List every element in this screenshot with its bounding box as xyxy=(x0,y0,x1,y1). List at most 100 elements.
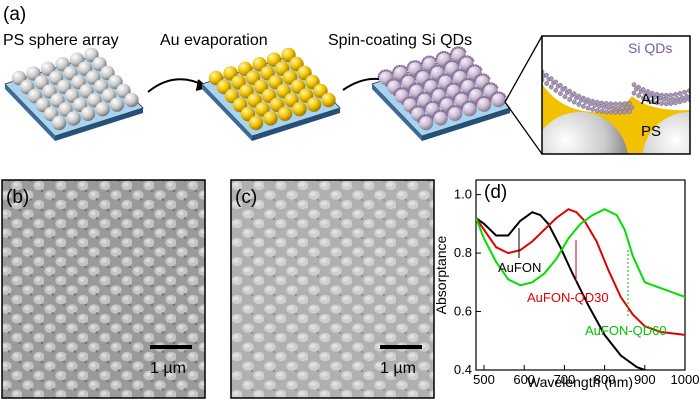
qd-dot xyxy=(430,66,434,70)
qd-dot xyxy=(610,105,616,111)
qd-dot xyxy=(457,105,460,109)
qd-dot xyxy=(391,71,395,74)
qd-dot xyxy=(592,102,598,108)
qd-dot xyxy=(480,68,483,71)
qd-dot xyxy=(590,107,595,112)
qd-dot xyxy=(461,56,465,59)
qd-dot xyxy=(558,91,563,96)
qd-dot xyxy=(460,47,464,50)
qd-dot xyxy=(431,91,434,94)
absorptance-chart: 500 600 700 800 900 1000 0.4 0.6 0.8 1.0 (d) Wave… xyxy=(433,179,699,390)
sem-image-c: (c) 1 µm xyxy=(230,179,435,399)
qd-dot xyxy=(392,68,395,72)
panel-a-label: (a) xyxy=(3,4,26,25)
qd-dot xyxy=(378,73,381,76)
qd-dot xyxy=(661,96,667,102)
qd-dot xyxy=(401,75,405,79)
qd-dot xyxy=(682,98,687,103)
sphere xyxy=(80,106,96,122)
sphere xyxy=(124,92,139,108)
qd-dot xyxy=(627,109,632,115)
qd-dot xyxy=(455,83,459,86)
qd-dot xyxy=(462,102,466,106)
qd-dot xyxy=(447,60,450,63)
qd-dot xyxy=(581,95,586,101)
qd-dot xyxy=(481,88,485,92)
qd-dot xyxy=(444,96,447,99)
qd-dot xyxy=(457,61,461,64)
sphere xyxy=(476,97,492,112)
qd-dot xyxy=(459,91,462,94)
qd-dot xyxy=(410,60,413,64)
qd-dot xyxy=(472,59,475,62)
qd-dot xyxy=(682,89,687,95)
qd-dot xyxy=(449,96,452,100)
qd-dot xyxy=(444,63,447,67)
qd-dot xyxy=(436,87,439,90)
qd-dot xyxy=(421,59,424,62)
qd-dot xyxy=(599,100,605,106)
qd-dot xyxy=(446,84,450,88)
sphere xyxy=(418,115,434,131)
qd-dot xyxy=(469,100,472,103)
qd-dot xyxy=(394,78,397,81)
qd-dot xyxy=(419,116,422,119)
qd-dot xyxy=(445,62,448,65)
qd-dot xyxy=(447,109,450,112)
substrate-edge xyxy=(5,84,55,141)
qd-dot xyxy=(585,105,591,111)
qd-dot xyxy=(441,87,444,91)
qd-dot xyxy=(622,109,628,115)
qd-dot xyxy=(394,91,397,94)
qd-dot xyxy=(562,94,568,100)
qd-dot xyxy=(475,75,479,78)
qd-dot xyxy=(473,79,477,83)
qd-dot xyxy=(423,82,426,85)
qd-dot xyxy=(666,97,671,102)
qd-dot xyxy=(421,115,424,118)
qd-dot xyxy=(440,98,443,101)
qd-dot xyxy=(581,104,586,109)
qd-dot xyxy=(461,104,464,107)
qd-dot xyxy=(677,91,683,96)
qd-dot xyxy=(608,109,614,115)
qd-dot xyxy=(471,87,474,91)
qd-dot xyxy=(418,69,421,73)
qd-dot xyxy=(381,70,384,73)
inset-label-au: Au xyxy=(641,91,659,108)
process-arrow-1 xyxy=(147,78,209,93)
qd-dot xyxy=(412,60,415,63)
qd-dot xyxy=(431,116,435,119)
qd-dot xyxy=(451,48,455,51)
qd-dot xyxy=(474,64,477,67)
qd-dot xyxy=(447,74,451,77)
qd-dot xyxy=(466,55,469,58)
qd-dot xyxy=(482,73,485,76)
qd-dot xyxy=(496,86,499,89)
qd-dot xyxy=(416,71,419,74)
qd-dot xyxy=(469,89,472,92)
substrate-edge xyxy=(55,108,143,141)
qd-dot xyxy=(668,101,674,106)
qd-dot xyxy=(412,97,415,100)
sphere xyxy=(277,106,293,122)
scale-bar-b xyxy=(150,345,192,349)
qd-dot xyxy=(604,101,609,106)
qd-dot xyxy=(617,101,623,107)
qd-dot xyxy=(624,105,630,111)
qd-dot xyxy=(488,77,491,80)
qd-dot xyxy=(417,120,420,124)
qd-dot xyxy=(479,96,482,100)
qd-dot xyxy=(411,107,414,110)
qd-dot xyxy=(448,107,451,110)
sphere xyxy=(433,111,448,126)
qd-dot xyxy=(459,84,462,87)
substrate-edge xyxy=(252,108,340,141)
qd-dot xyxy=(422,91,425,95)
qd-dot xyxy=(571,91,577,97)
qd-dot xyxy=(480,73,483,76)
qd-dot xyxy=(409,111,412,115)
qd-dot xyxy=(471,101,475,104)
qd-dot xyxy=(452,72,455,76)
qd-dot xyxy=(415,73,418,76)
